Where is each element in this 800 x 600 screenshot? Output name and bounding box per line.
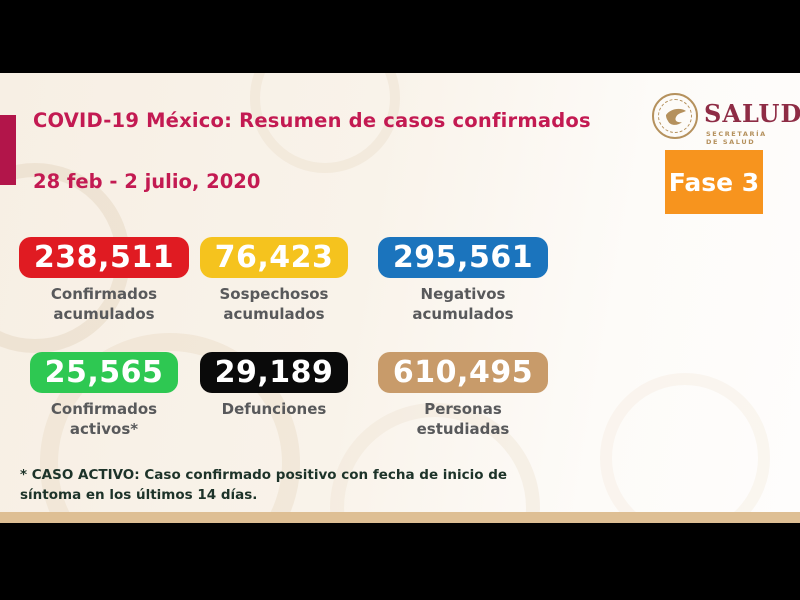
salud-wordmark: SALUD: [704, 99, 800, 128]
stat-value-pill: 76,423: [199, 237, 349, 278]
stat-label: Confirmados acumulados: [50, 285, 158, 323]
slide: COVID-19 México: Resumen de casos confir…: [0, 73, 800, 523]
stat-label: Personas estudiadas: [416, 400, 510, 438]
salud-logo-subtitle: SECRETARÍA DE SALUD: [706, 130, 767, 146]
salud-logo: SALUD SECRETARÍA DE SALUD: [652, 93, 800, 146]
footnote: * CASO ACTIVO: Caso confirmado positivo …: [20, 467, 508, 503]
date-range: 28 feb - 2 julio, 2020: [33, 170, 261, 193]
bottom-accent-strip: [0, 512, 800, 523]
stat-value-pill: 25,565: [29, 352, 179, 393]
stat-label: Negativos acumulados: [412, 285, 514, 323]
left-accent-bar: [0, 115, 16, 185]
stat-card-personas-estudiadas: 610,495 Personas estudiadas: [373, 352, 553, 440]
stat-card-confirmados-activos: 25,565 Confirmados activos*: [14, 352, 194, 440]
stat-value-pill: 238,511: [18, 237, 190, 278]
stat-card-defunciones: 29,189 Defunciones: [184, 352, 364, 420]
stat-label: Defunciones: [221, 400, 327, 418]
page-title: COVID-19 México: Resumen de casos confir…: [33, 109, 591, 132]
stat-label: Confirmados activos*: [50, 400, 158, 438]
stat-card-sospechosos-acumulados: 76,423 Sospechosos acumulados: [184, 237, 364, 325]
stat-card-negativos-acumulados: 295,561 Negativos acumulados: [373, 237, 553, 325]
letterbox-top: [0, 0, 800, 73]
eagle-seal-icon: [652, 93, 698, 139]
stat-value-pill: 610,495: [377, 352, 549, 393]
stat-card-confirmados-acumulados: 238,511 Confirmados acumulados: [14, 237, 194, 325]
stat-value-pill: 29,189: [199, 352, 349, 393]
stat-label: Sospechosos acumulados: [219, 285, 329, 323]
letterbox-bottom: [0, 523, 800, 600]
stat-value-pill: 295,561: [377, 237, 549, 278]
background-swirl-decoration: [600, 373, 770, 523]
phase-badge: Fase 3: [665, 150, 763, 214]
background-swirl-decoration: [250, 73, 400, 173]
